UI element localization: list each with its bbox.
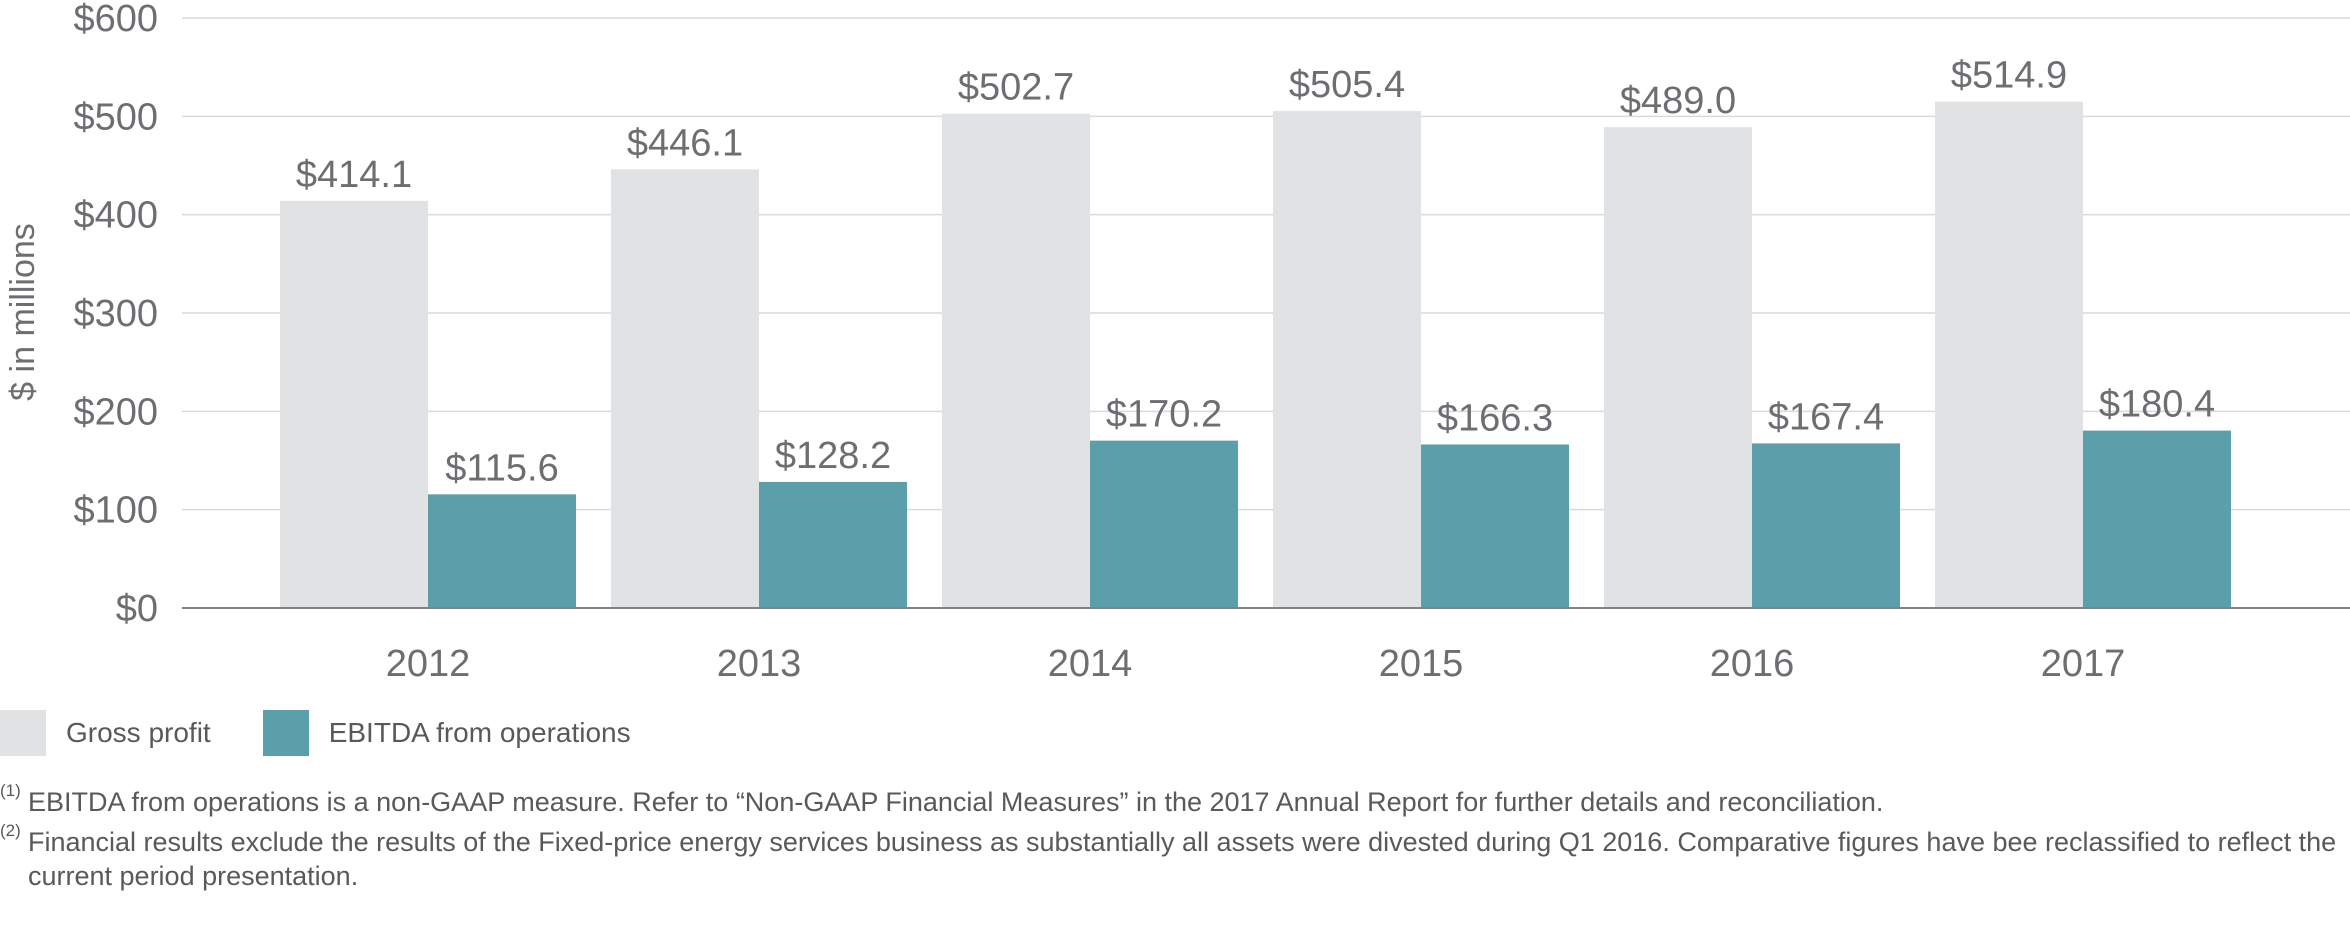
y-tick-label: $500 [73, 96, 158, 138]
data-label: $167.4 [1768, 396, 1884, 438]
x-tick-label: 2014 [1048, 643, 1133, 685]
bar-ebitda-2014 [1090, 440, 1238, 608]
y-axis-ticks: $0 $100 $200 $300 $400 $500 $600 [73, 0, 158, 630]
data-label: $446.1 [627, 122, 743, 164]
x-tick-label: 2013 [717, 643, 802, 685]
footnote-1: (1) EBITDA from operations is a non-GAAP… [0, 781, 2340, 819]
bar-gross-profit-2013 [611, 169, 759, 608]
footnote-1-mark: (1) [0, 781, 21, 800]
legend: Gross profit EBITDA from operations [0, 708, 683, 758]
data-label: $166.3 [1437, 397, 1553, 439]
footnote-2: (2) Financial results exclude the result… [0, 821, 2340, 893]
x-tick-label: 2015 [1379, 643, 1464, 685]
x-tick-label: 2016 [1710, 643, 1795, 685]
legend-swatch-gross-profit [0, 710, 46, 756]
bar-ebitda-2013 [759, 481, 907, 608]
legend-item-gross-profit: Gross profit [0, 710, 211, 756]
footnote-2-mark: (2) [0, 821, 21, 840]
data-label: $170.2 [1106, 394, 1222, 436]
y-tick-label: $300 [73, 293, 158, 335]
bar-gross-profit-2012 [280, 200, 428, 608]
data-label: $128.2 [775, 435, 891, 477]
y-tick-label: $400 [73, 195, 158, 237]
y-tick-label: $200 [73, 391, 158, 433]
footnotes: (1) EBITDA from operations is a non-GAAP… [0, 781, 2340, 899]
bar-gross-profit-2016 [1604, 127, 1752, 609]
data-label: $414.1 [296, 154, 412, 196]
data-label: $502.7 [958, 67, 1074, 109]
y-tick-label: $100 [73, 490, 158, 532]
bar-value-labels: $414.1 $115.6 $446.1 $128.2 $502.7 $170.2 $505… [296, 55, 2215, 490]
x-tick-label: 2012 [386, 643, 471, 685]
footnote-2-text: Financial results exclude the results of… [28, 827, 2337, 891]
data-label: $505.4 [1289, 64, 1405, 106]
legend-item-ebitda: EBITDA from operations [262, 710, 631, 756]
legend-label-ebitda: EBITDA from operations [328, 717, 631, 748]
y-axis-label: $ in millions [4, 223, 42, 401]
bar-ebitda-2017 [2083, 430, 2231, 608]
legend-swatch-ebitda [262, 710, 309, 756]
bar-ebitda-2015 [1421, 444, 1569, 608]
footnote-1-text: EBITDA from operations is a non-GAAP mea… [28, 787, 1884, 817]
bar-gross-profit-2017 [1935, 101, 2083, 608]
bar-chart: $0 $100 $200 $300 $400 $500 $600 $ in millions… [4, 0, 2350, 685]
bar-gross-profit-2015 [1273, 111, 1421, 609]
bar-ebitda-2012 [428, 494, 576, 608]
data-label: $514.9 [1951, 55, 2067, 97]
x-axis-ticks: 2012 2013 2014 2015 2016 2017 [386, 643, 2126, 685]
bars [280, 101, 2231, 609]
x-tick-label: 2017 [2041, 643, 2126, 685]
y-tick-label: $600 [73, 0, 158, 40]
y-tick-label: $0 [116, 588, 158, 630]
bar-ebitda-2016 [1752, 443, 1900, 608]
legend-label-gross-profit: Gross profit [66, 717, 211, 748]
data-label: $115.6 [445, 447, 558, 489]
data-label: $180.4 [2099, 384, 2215, 426]
bar-gross-profit-2014 [942, 113, 1090, 608]
data-label: $489.0 [1620, 80, 1736, 122]
